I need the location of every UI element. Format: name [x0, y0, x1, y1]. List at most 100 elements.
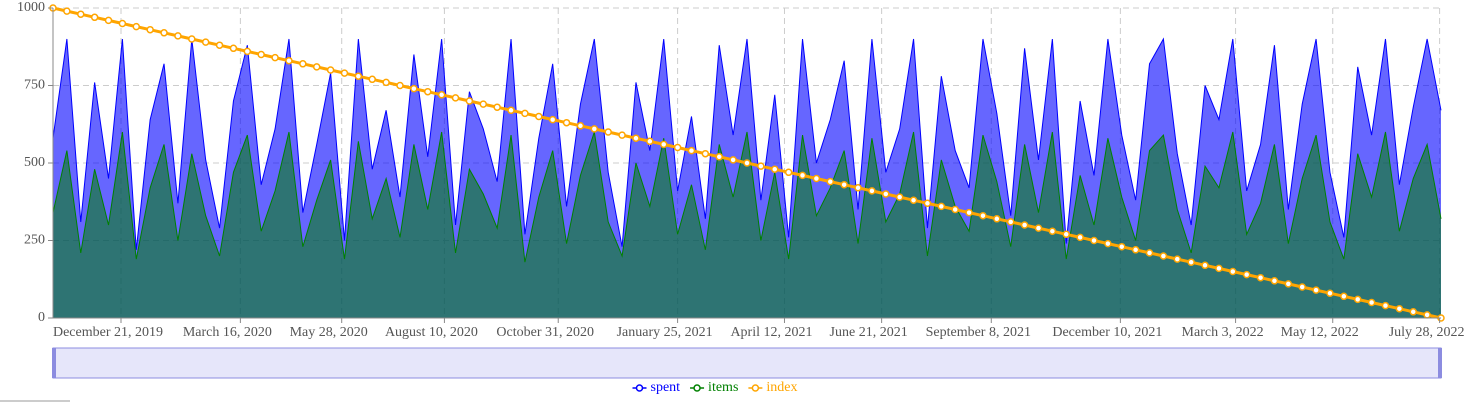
legend: spent items index: [632, 380, 798, 395]
point: [521, 109, 529, 118]
point: [104, 16, 113, 25]
point: [1256, 273, 1265, 282]
point: [1326, 289, 1334, 297]
point: [312, 63, 321, 71]
x-tick-label: March 16, 2020: [183, 325, 272, 340]
series-line: [52, 131, 1442, 263]
point: [979, 211, 987, 220]
point: [340, 69, 349, 77]
point: [410, 84, 418, 93]
point: [868, 187, 876, 195]
point: [1090, 236, 1098, 245]
point: [1020, 221, 1029, 229]
x-tick-label: October 31, 2020: [496, 325, 594, 340]
legend-label: index: [766, 380, 797, 395]
point: [590, 125, 599, 133]
point: [368, 75, 376, 84]
point: [257, 50, 265, 59]
x-tick-label: April 12, 2021: [730, 325, 812, 340]
point: [201, 38, 210, 46]
point: [1367, 298, 1376, 307]
point: [1215, 264, 1223, 273]
x-tick-label: March 3, 2022: [1182, 325, 1264, 340]
point: [812, 174, 821, 183]
point: [1423, 311, 1431, 319]
point: [382, 78, 390, 87]
point: [1076, 233, 1084, 242]
point: [1270, 277, 1279, 285]
point: [548, 115, 557, 124]
y-tick-label: 0: [38, 310, 45, 325]
point: [1048, 227, 1057, 235]
x-tick-label: June 21, 2021: [830, 325, 908, 340]
point: [188, 35, 196, 43]
x-tick-label: August 10, 2020: [385, 325, 478, 340]
point: [923, 199, 932, 208]
x-tick-label: May 12, 2022: [1281, 325, 1359, 340]
point: [479, 100, 488, 108]
point: [882, 190, 890, 198]
point: [451, 94, 460, 102]
range-slider[interactable]: [52, 347, 1442, 379]
point: [174, 32, 182, 40]
legend-label: items: [708, 380, 738, 395]
point: [1381, 301, 1390, 310]
point: [90, 13, 99, 22]
point: [132, 22, 141, 31]
point: [77, 10, 85, 18]
point: [1409, 308, 1417, 316]
point: [424, 87, 432, 96]
point: [729, 156, 737, 164]
point: [701, 149, 710, 158]
x-tick-label: May 28, 2020: [290, 325, 368, 340]
x-tick-label: September 8, 2021: [926, 325, 1031, 340]
point: [493, 103, 501, 111]
point: [659, 140, 668, 149]
point: [1159, 252, 1168, 260]
point: [118, 19, 127, 28]
point: [604, 128, 612, 136]
point: [632, 134, 640, 142]
point: [396, 81, 404, 90]
point: [1118, 242, 1126, 251]
point: [1229, 267, 1237, 276]
point: [840, 180, 848, 189]
y-tick-label: 1000: [17, 0, 45, 15]
y-tick-label: 750: [24, 78, 45, 93]
slider-handle-left[interactable]: [52, 348, 56, 378]
legend-swatch-marker: [635, 384, 644, 392]
point: [271, 53, 279, 62]
point: [687, 146, 696, 155]
point: [854, 184, 862, 192]
point: [1284, 280, 1293, 288]
point: [646, 137, 654, 146]
point: [1062, 230, 1070, 239]
point: [326, 66, 335, 74]
point: [1312, 286, 1320, 294]
point: [1201, 261, 1209, 270]
point: [160, 29, 168, 37]
point: [1173, 255, 1182, 263]
point: [535, 112, 543, 121]
legend-swatch-marker: [693, 384, 701, 392]
x-tick-label: July 28, 2022: [1389, 325, 1465, 340]
x-tick-label: December 10, 2021: [1052, 325, 1162, 340]
point: [993, 215, 1001, 223]
point: [743, 159, 751, 167]
point: [715, 153, 723, 161]
point: [146, 25, 154, 34]
point: [771, 165, 779, 173]
point: [951, 205, 959, 214]
point: [285, 56, 293, 65]
point: [1131, 246, 1140, 254]
point: [1353, 295, 1362, 304]
slider-handle-right[interactable]: [1438, 348, 1442, 378]
point: [937, 202, 946, 211]
series-line: [52, 37, 1442, 250]
point: [909, 196, 918, 204]
point: [243, 47, 252, 56]
legend-item: spent: [632, 380, 680, 395]
point: [1242, 270, 1251, 279]
legend-item: items: [690, 380, 738, 395]
